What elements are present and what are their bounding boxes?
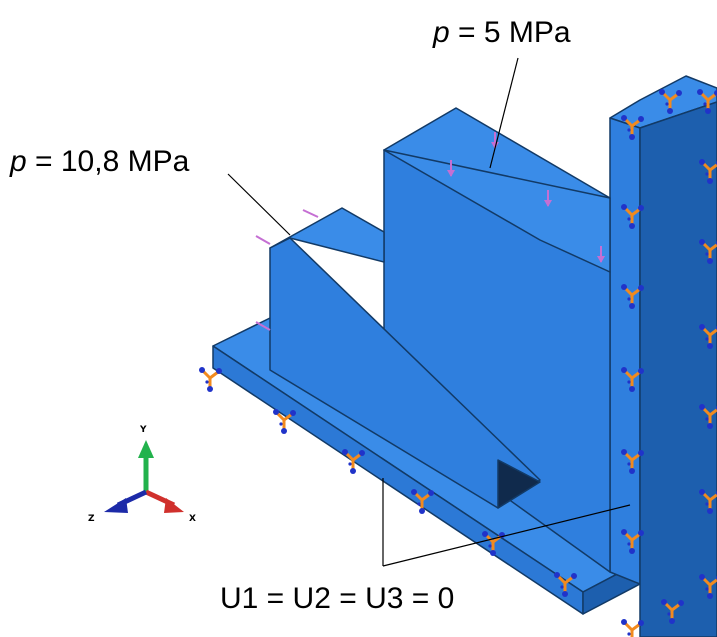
axis-z-letter: Z	[88, 514, 95, 524]
boundary-condition-label: U1 = U2 = U3 = 0	[220, 582, 455, 615]
z-axis-arrow-icon	[104, 498, 128, 513]
load-value-left: = 10,8 MPa	[26, 145, 190, 178]
low-rib	[269, 207, 541, 509]
axis-x-letter: X	[189, 514, 196, 524]
leader-left	[227, 173, 291, 236]
leader-lines	[227, 57, 631, 567]
back-plate-front	[609, 117, 641, 585]
x-axis-arrow-icon	[164, 498, 184, 513]
back-plate-side	[639, 101, 717, 637]
load-label-top: p = 5 MPa	[433, 16, 571, 50]
axis-y-letter: Y	[139, 425, 147, 435]
tall-rib	[383, 107, 611, 573]
fixed-support-triad-icon	[197, 365, 224, 394]
pressure-symbol: p	[10, 145, 27, 178]
leader-top	[489, 57, 519, 169]
load-value-top: = 5 MPa	[449, 16, 571, 49]
load-arrows-left	[255, 209, 319, 331]
y-axis-arrow-icon	[138, 440, 154, 458]
tall-rib-side	[383, 149, 611, 273]
leader-bc-right	[382, 504, 631, 567]
coordinate-triad: Y X Z	[88, 425, 196, 524]
low-rib-end	[497, 459, 541, 509]
pressure-symbol: p	[433, 16, 450, 49]
load-label-left: p = 10,8 MPa	[10, 145, 189, 179]
